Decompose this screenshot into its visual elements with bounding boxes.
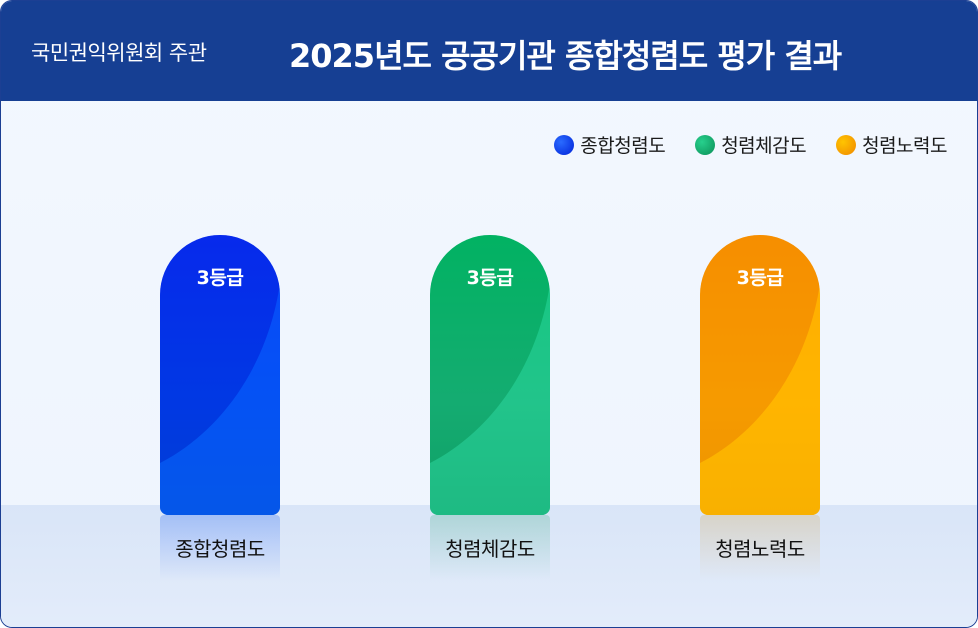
x-tick-label: 청렴노력도	[715, 537, 805, 561]
bar-shade	[160, 235, 280, 515]
chart-legend: 종합청렴도 청렴체감도 청렴노력도	[524, 131, 947, 158]
bar-data-label: 3등급	[196, 267, 244, 289]
bar-overall: 3등급	[160, 235, 280, 515]
bar-data-label: 3등급	[466, 267, 514, 289]
legend-dot-blue-icon	[554, 134, 575, 155]
legend-item-effort: 청렴노력도	[836, 131, 947, 158]
bar-reflection	[430, 515, 550, 581]
legend-label: 종합청렴도	[580, 135, 666, 157]
legend-item-overall: 종합청렴도	[554, 131, 666, 158]
organizer-label: 국민권익위원회 주관	[31, 41, 207, 65]
x-tick-label: 종합청렴도	[175, 537, 265, 561]
legend-dot-green-icon	[695, 134, 716, 155]
x-tick-label: 청렴체감도	[445, 537, 535, 561]
legend-label: 청렴체감도	[721, 135, 807, 157]
legend-dot-orange-icon	[836, 134, 857, 155]
bar-reflection	[700, 515, 820, 581]
bar-shade	[430, 235, 550, 515]
legend-label: 청렴노력도	[862, 135, 947, 157]
bar-data-label: 3등급	[736, 267, 784, 289]
header-banner: 국민권익위원회 주관 2025년도 공공기관 종합청렴도 평가 결과	[1, 1, 977, 101]
bar-shade	[700, 235, 820, 515]
bar-effort: 3등급	[700, 235, 820, 515]
legend-item-perception: 청렴체감도	[695, 131, 807, 158]
page-title: 2025년도 공공기관 종합청렴도 평가 결과	[289, 37, 842, 75]
bar-perception: 3등급	[430, 235, 550, 515]
bar-reflection	[160, 515, 280, 581]
